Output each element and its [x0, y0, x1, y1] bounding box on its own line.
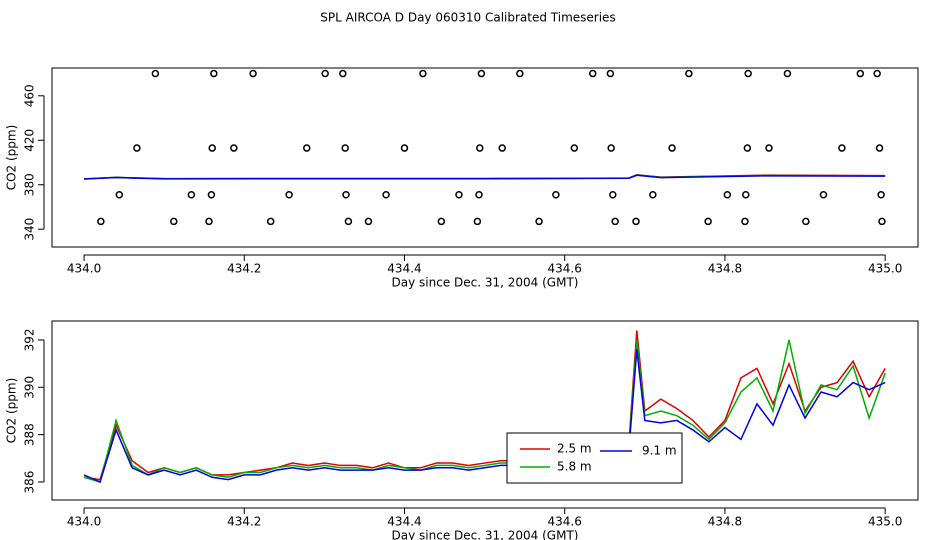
- y-tick-label: 392: [23, 328, 37, 351]
- point: [875, 144, 884, 152]
- y-tick-label: 390: [23, 376, 37, 399]
- point: [208, 144, 216, 152]
- point: [741, 217, 749, 226]
- x-tick-label: 434.4: [387, 262, 421, 276]
- plot-frame: [51, 320, 919, 501]
- page-title: SPL AIRCOA D Day 060310 Calibrated Times…: [320, 11, 615, 25]
- point: [115, 190, 124, 199]
- point: [437, 217, 446, 226]
- point: [609, 190, 617, 199]
- point: [535, 217, 543, 226]
- y-axis-title: CO2 (ppm): [5, 378, 19, 444]
- x-axis-title: Day since Dec. 31, 2004 (GMT): [392, 276, 579, 290]
- y-tick-label: 460: [23, 84, 37, 107]
- y-tick-label: 380: [23, 173, 37, 196]
- point: [607, 144, 615, 152]
- point: [339, 69, 347, 78]
- point: [588, 69, 597, 78]
- point: [341, 144, 349, 152]
- x-tick-label: 434.8: [708, 262, 742, 276]
- y-tick-label: 340: [23, 218, 37, 241]
- point: [744, 69, 752, 78]
- point: [344, 217, 353, 226]
- point: [321, 69, 329, 78]
- point: [856, 69, 865, 78]
- point: [649, 190, 657, 199]
- point: [873, 69, 881, 78]
- legend-box: [506, 432, 683, 484]
- legend-label: 9.1 m: [642, 444, 677, 458]
- point: [151, 69, 160, 78]
- point: [877, 190, 885, 199]
- point: [632, 217, 640, 226]
- x-tick-label: 434.0: [67, 262, 101, 276]
- y-tick-label: 388: [23, 423, 37, 446]
- plot-frame: [51, 67, 919, 248]
- legend-label: 2.5 m: [557, 442, 592, 456]
- x-tick-label: 434.2: [227, 262, 261, 276]
- point: [685, 69, 693, 78]
- y-tick-label: 420: [23, 129, 37, 152]
- point: [765, 144, 773, 152]
- point: [473, 217, 482, 226]
- point: [249, 69, 257, 78]
- legend-label: 5.8 m: [557, 460, 592, 474]
- point: [570, 144, 579, 152]
- series-line: [83, 339, 886, 483]
- point: [743, 144, 752, 152]
- point: [170, 217, 178, 226]
- point: [285, 190, 293, 199]
- point: [266, 217, 275, 226]
- point: [611, 217, 619, 226]
- point: [838, 144, 846, 152]
- x-tick-label: 434.0: [67, 515, 101, 529]
- y-tick-label: 386: [23, 471, 37, 494]
- series-line: [83, 349, 886, 484]
- point: [723, 190, 732, 199]
- point: [364, 217, 373, 226]
- point: [878, 217, 886, 226]
- x-tick-label: 434.6: [548, 262, 582, 276]
- x-tick-label: 434.2: [227, 515, 261, 529]
- point: [342, 190, 350, 199]
- point: [207, 190, 216, 199]
- point: [400, 144, 409, 152]
- point: [476, 144, 484, 152]
- x-tick-label: 435.0: [868, 515, 902, 529]
- point: [819, 190, 828, 199]
- x-tick-label: 434.6: [548, 515, 582, 529]
- point: [802, 217, 810, 226]
- x-tick-label: 434.8: [708, 515, 742, 529]
- point: [742, 190, 750, 199]
- y-axis-title: CO2 (ppm): [5, 125, 19, 191]
- point: [783, 69, 792, 78]
- series-line: [83, 330, 886, 481]
- point: [230, 144, 238, 152]
- point: [475, 190, 483, 199]
- point: [704, 217, 712, 226]
- x-tick-label: 435.0: [868, 262, 902, 276]
- point: [455, 190, 463, 199]
- x-tick-label: 434.4: [387, 515, 421, 529]
- series-line: [84, 174, 886, 180]
- point: [477, 69, 486, 78]
- point: [606, 69, 615, 78]
- point: [552, 190, 560, 199]
- point: [210, 69, 218, 78]
- point: [516, 69, 524, 78]
- point: [303, 144, 311, 152]
- x-axis-title: Day since Dec. 31, 2004 (GMT): [392, 529, 579, 540]
- point: [419, 69, 427, 78]
- point: [498, 144, 506, 152]
- point: [187, 190, 196, 199]
- point: [668, 144, 676, 152]
- point: [133, 144, 141, 152]
- point: [205, 217, 213, 226]
- point: [97, 217, 105, 226]
- point: [382, 190, 390, 199]
